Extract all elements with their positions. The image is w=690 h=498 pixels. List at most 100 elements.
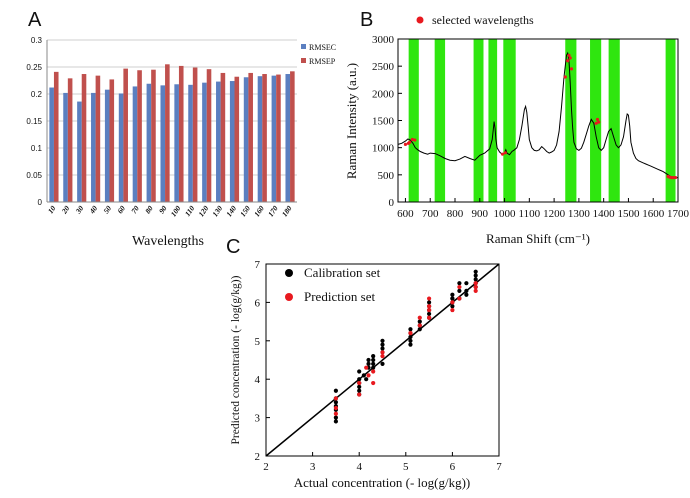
panel-b-x-tick-label: 1000 [494,208,517,220]
panel-c-calibration-point [473,273,478,278]
panel-b-x-tick-label: 700 [422,208,439,220]
panel-b-selected-point [597,120,601,124]
panel-a-x-tick-label: 20 [59,204,71,216]
panel-a-y-tick-label: 0.1 [31,144,43,153]
panel-b-selected-point [500,152,505,156]
panel-c-calibration-point [333,388,338,393]
panel-b-x-tick-label: 1300 [568,208,591,220]
panel-c-prediction-point [427,315,432,320]
panel-a-bar-rmsep [151,69,156,202]
panel-a-bar-rmsec [77,101,82,202]
panel-b-x-label: Raman Shift (cm⁻¹) [486,231,590,246]
panel-c-calibration-point [366,357,371,363]
panel-a-bar-rmsep [248,72,253,202]
panel-c-prediction-point [333,411,338,416]
panel-b-selected-point [408,140,412,144]
panel-c-calibration-point [357,369,362,374]
legend-label-selected-wavelengths: selected wavelengths [432,13,534,27]
panel-a-bar-rmsep [95,75,101,202]
panel-c-prediction-points [333,281,478,416]
panel-c-calibration-point [380,338,385,343]
panel-c-prediction-point [366,373,371,378]
panel-b-spectrum-line [397,51,678,179]
panel-a-x-tick-label: 50 [101,204,113,216]
panel-a-bar-rmsep [276,74,281,202]
panel-c-prediction-point [427,296,432,301]
panel-a-bar-rmsec [188,84,193,202]
panel-b-selected-point [413,138,417,142]
panel-c-x-tick-label: 7 [496,461,502,473]
panel-c-calibration-point [408,327,413,332]
panel-a-bar-rmsec [146,83,152,202]
panel-c-x-label: Actual concentration (- log(g/kg)) [294,475,471,490]
panel-a-y-tick-label: 0.25 [26,63,42,72]
panel-c-calibration-point [371,357,376,363]
panel-a-bar-rmsec [49,87,54,202]
panel-a-x-tick-label: 60 [115,204,127,216]
panel-a-x-tick-label: 130 [210,204,224,219]
panel-a-bar-rmsep [206,69,212,202]
legend-swatch-rmsec [301,44,306,49]
panel-b-selected-point [595,117,600,122]
panel-c-x-tick-label: 6 [450,461,456,473]
panel-c-calibration-point [371,365,376,370]
panel-a-y-tick-label: 0.15 [26,117,42,126]
panel-c-calibration-point [464,292,469,297]
panel-c-prediction-point [333,405,338,411]
panel-a-y-tick-label: 0.2 [31,90,43,99]
panel-a-x-tick-label: 80 [143,204,155,216]
panel-c-prediction-point [371,369,376,374]
panel-b-selected-point [403,142,408,147]
panel-c-calibration-point [364,377,369,382]
panel-b-x-tick-label: 800 [447,208,464,220]
panel-b-selected-point [563,75,567,79]
panel-a-x-tick-label: 150 [238,204,252,219]
panel-a-y-ticks: 0 0.05 0.1 0.15 0.2 0.25 0.3 [26,36,42,207]
panel-b-selected-point [567,53,571,57]
panel-c-x-tick-label: 2 [263,461,269,473]
panel-b-x-tick-label: 1200 [543,208,566,220]
panel-c-calibration-point [333,415,338,420]
panel-c-y-tick-label: 6 [255,297,261,309]
panel-c-prediction-point [473,288,478,293]
panel-a-bar-rmsec [285,74,291,202]
panel-a-bar-rmsep [53,71,59,202]
panel-c-prediction-point [408,331,413,336]
panel-c-calibration-point [333,419,338,424]
panel-c-prediction-point [371,380,376,386]
panel-c-calibration-point [457,281,462,286]
panel-a-bar-rmsep [165,64,170,202]
panel-b-y-tick-label: 1000 [372,143,395,155]
panel-c-prediction-point [333,396,338,401]
panel-b-y-tick-label: 2500 [372,61,395,73]
panel-c-calibration-point [380,342,385,347]
panel-a-y-tick-label: 0.05 [26,171,42,180]
panel-a-bar-rmsep [234,76,240,202]
panel-a-bar-rmsec [160,85,166,202]
legend-label-rmsep: RMSEP [309,57,336,66]
panel-c-prediction-point [417,323,422,328]
panel-a-bar-rmsec [118,93,124,202]
panel-a-bar-rmsep [192,67,198,202]
panel-label-a: A [28,9,42,31]
panel-c-calibration-point [361,373,366,378]
panel-b-selected-band [590,39,602,202]
panel-a-x-tick-label: 160 [252,204,266,219]
panel-c-prediction-point [427,304,432,309]
panel-c-calibration-point [450,292,455,297]
panel-a-bar-rmsec [243,77,249,202]
panel-a-bar-rmsec [202,82,207,202]
panel-a-bar-rmsep [290,71,295,202]
panel-b-selected-point [568,56,572,60]
panel-a-y-tick-label: 0 [38,198,43,207]
panel-a-x-tick-label: 10 [46,204,58,216]
panel-a-x-tick-label: 140 [224,204,238,219]
panel-c-calibration-point [380,346,385,351]
panel-b-y-tick-label: 500 [378,170,395,182]
panel-a-bar-rmsep [81,74,87,202]
panel-c-x-ticks: 2 3 4 5 6 7 [263,452,502,473]
panel-a-bar-rmsec [271,75,277,202]
panel-c-x-tick-label: 5 [403,461,409,473]
panel-b: 0 500 1000 1500 2000 2500 3000 600 700 800 900 100… [344,13,690,246]
panel-b-y-label: Raman Intensity (a.u.) [344,63,359,179]
